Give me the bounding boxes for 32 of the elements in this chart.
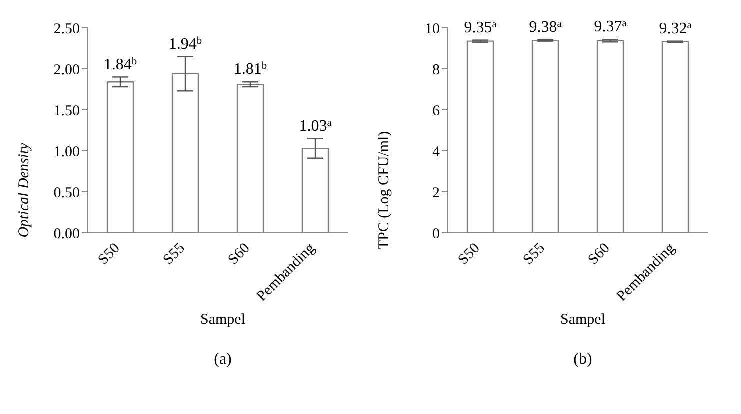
data-label: 1.84$^{b}$ <box>104 56 138 74</box>
y-tick-label: 0.00 <box>54 226 80 242</box>
data-label: 9.38$^{a}$ <box>529 18 562 36</box>
y-axis-title: Optical Density <box>16 142 32 238</box>
y-tick-label: 10 <box>425 21 440 38</box>
data-label: 1.81$^{b}$ <box>234 60 268 78</box>
y-tick-label: 1.00 <box>54 144 80 160</box>
x-tick-label: S55 <box>520 240 548 268</box>
y-axis-title: TPC (Log CFU/ml) <box>376 131 392 250</box>
y-tick-label: 8 <box>432 62 440 78</box>
y-tick-label: 2 <box>432 185 440 202</box>
x-tick-label: S50 <box>456 240 484 268</box>
x-tick-label: S50 <box>96 240 124 268</box>
x-tick-label: S60 <box>226 240 254 268</box>
x-axis-title: Sampel <box>560 312 606 329</box>
y-tick-label: 2.00 <box>54 62 80 78</box>
x-tick-label: S60 <box>586 240 614 268</box>
y-tick-label: 0 <box>432 226 440 242</box>
text: (b) <box>572 351 594 369</box>
data-label: 1.03$^{a}$ <box>299 117 332 135</box>
y-tick-label: 0.50 <box>54 185 80 202</box>
x-tick-label: S55 <box>160 240 188 268</box>
y-tick-label: 1.50 <box>54 103 80 120</box>
data-label: 9.37$^{a}$ <box>594 18 628 36</box>
y-tick-label: 2.50 <box>54 21 80 38</box>
x-axis-title: Sampel <box>200 312 246 329</box>
data-label: 9.32$^{a}$ <box>659 20 692 38</box>
y-tick-label: 4 <box>432 144 440 160</box>
y-tick-label: 6 <box>432 103 440 120</box>
data-label: 1.94$^{b}$ <box>168 35 202 53</box>
data-label: 9.35$^{a}$ <box>464 18 498 36</box>
text: (a) <box>213 351 233 369</box>
